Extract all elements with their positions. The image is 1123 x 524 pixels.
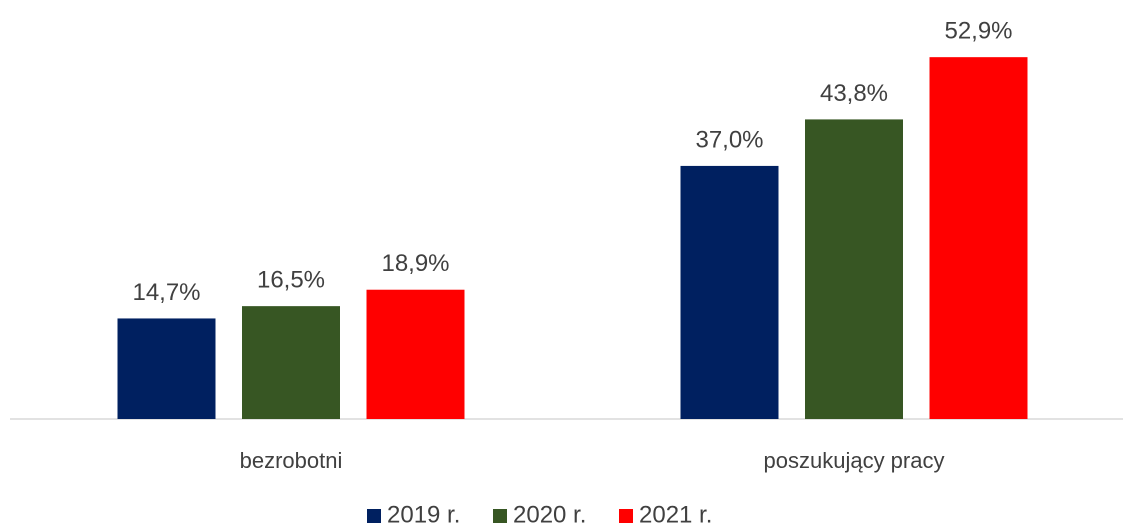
bar — [117, 318, 216, 419]
bar — [929, 57, 1028, 419]
bar — [805, 119, 903, 420]
legend-label: 2020 r. — [513, 501, 586, 524]
data-label: 37,0% — [695, 126, 763, 153]
legend-label: 2019 r. — [387, 501, 460, 524]
bar — [366, 289, 465, 419]
legend-swatch — [367, 509, 381, 523]
legend-swatch — [493, 509, 507, 523]
data-label: 18,9% — [381, 250, 449, 277]
data-label: 52,9% — [944, 18, 1012, 45]
x-tick-label: poszukujący pracy — [764, 448, 945, 473]
data-label: 43,8% — [820, 80, 888, 107]
data-label: 16,5% — [257, 266, 325, 293]
bar — [680, 165, 779, 419]
x-tick-label: bezrobotni — [240, 448, 343, 473]
data-label: 14,7% — [132, 279, 200, 306]
bar — [242, 306, 340, 419]
legend-swatch — [619, 509, 633, 523]
legend-label: 2021 r. — [639, 501, 712, 524]
